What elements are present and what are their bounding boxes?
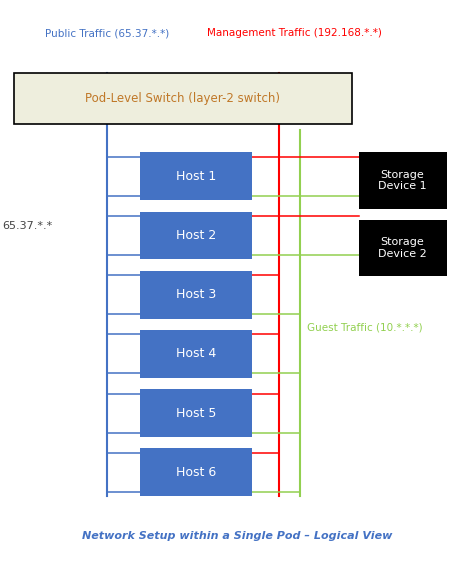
Text: Storage
Device 2: Storage Device 2 — [378, 237, 427, 259]
Text: Host 3: Host 3 — [176, 288, 216, 301]
Text: Host 1: Host 1 — [176, 170, 216, 183]
Text: Pod-Level Switch (layer-2 switch): Pod-Level Switch (layer-2 switch) — [86, 92, 280, 105]
Text: Host 4: Host 4 — [176, 347, 216, 360]
Text: Guest Traffic (10.*.*.*): Guest Traffic (10.*.*.*) — [307, 322, 423, 332]
Text: Management Traffic (192.168.*.*): Management Traffic (192.168.*.*) — [207, 28, 382, 38]
Bar — [140, 212, 252, 259]
Bar — [140, 389, 252, 437]
Bar — [140, 330, 252, 378]
Bar — [140, 152, 252, 200]
Bar — [359, 152, 446, 209]
Bar — [140, 271, 252, 319]
Text: Storage
Device 1: Storage Device 1 — [378, 170, 427, 191]
Bar — [140, 448, 252, 496]
Text: Host 6: Host 6 — [176, 466, 216, 479]
Text: Host 2: Host 2 — [176, 229, 216, 242]
Bar — [359, 220, 446, 276]
Bar — [14, 73, 352, 124]
Text: Network Setup within a Single Pod – Logical View: Network Setup within a Single Pod – Logi… — [82, 531, 393, 541]
Text: 65.37.*.*: 65.37.*.* — [2, 221, 53, 231]
Text: Host 5: Host 5 — [176, 407, 216, 420]
Text: Public Traffic (65.37.*.*): Public Traffic (65.37.*.*) — [45, 28, 169, 38]
